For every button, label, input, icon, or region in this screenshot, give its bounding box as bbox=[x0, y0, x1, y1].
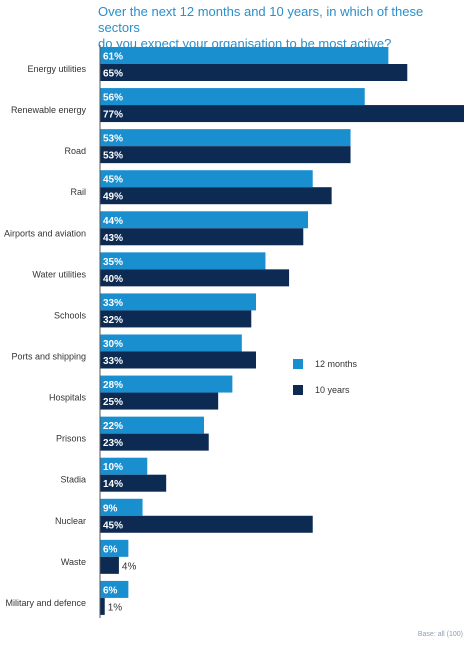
bar-renewable-energy-10-years bbox=[100, 105, 464, 123]
bar-airports-and-aviation-12-months bbox=[100, 211, 308, 229]
bar-rail-10-years bbox=[100, 187, 332, 205]
bar-waste-10-years bbox=[100, 556, 119, 574]
bar-value-label-renewable-energy-12-months: 56% bbox=[103, 93, 123, 104]
bar-road-12-months bbox=[100, 129, 351, 147]
bar-value-label-military-and-defence-10-years: 1% bbox=[108, 602, 123, 613]
bar-prisons-10-years bbox=[100, 433, 209, 451]
bar-value-label-nuclear-12-months: 9% bbox=[103, 503, 118, 514]
category-label-airports-and-aviation: Airports and aviation bbox=[4, 228, 86, 238]
bar-value-label-schools-12-months: 33% bbox=[103, 298, 123, 309]
bar-water-utilities-10-years bbox=[100, 269, 290, 287]
category-label-military-and-defence: Military and defence bbox=[5, 598, 86, 608]
bar-value-label-prisons-12-months: 22% bbox=[103, 421, 123, 432]
legend-swatch-12-months bbox=[293, 359, 303, 369]
bar-nuclear-12-months bbox=[100, 498, 143, 516]
bar-renewable-energy-12-months bbox=[100, 88, 365, 106]
bar-military-and-defence-12-months bbox=[100, 580, 129, 598]
bar-value-label-hospitals-10-years: 25% bbox=[103, 397, 123, 408]
category-label-hospitals: Hospitals bbox=[49, 393, 87, 403]
legend-label-12-months: 12 months bbox=[315, 359, 358, 369]
bar-value-label-nuclear-10-years: 45% bbox=[103, 520, 123, 531]
bar-energy-utilities-10-years bbox=[100, 64, 408, 81]
bar-value-label-ports-and-shipping-12-months: 30% bbox=[103, 339, 123, 350]
bar-value-label-schools-10-years: 32% bbox=[103, 315, 123, 326]
category-label-nuclear: Nuclear bbox=[55, 516, 86, 526]
bar-value-label-energy-utilities-10-years: 65% bbox=[103, 69, 123, 80]
bar-stadia-12-months bbox=[100, 457, 148, 475]
bar-value-label-waste-10-years: 4% bbox=[122, 561, 137, 572]
bar-value-label-renewable-energy-10-years: 77% bbox=[103, 110, 123, 121]
bar-value-label-prisons-10-years: 23% bbox=[103, 438, 123, 449]
category-label-stadia: Stadia bbox=[60, 475, 86, 485]
bar-value-label-military-and-defence-12-months: 6% bbox=[103, 585, 118, 596]
legend-item-12-months: 12 months bbox=[293, 357, 357, 371]
bar-value-label-airports-and-aviation-10-years: 43% bbox=[103, 233, 123, 244]
bar-rail-12-months bbox=[100, 170, 313, 188]
bar-value-label-water-utilities-10-years: 40% bbox=[103, 274, 123, 285]
category-label-prisons: Prisons bbox=[56, 434, 87, 444]
legend-item-10-years: 10 years bbox=[293, 383, 357, 397]
bar-ports-and-shipping-10-years bbox=[100, 351, 256, 369]
bar-prisons-12-months bbox=[100, 416, 204, 434]
bar-road-10-years bbox=[100, 146, 351, 164]
bar-value-label-rail-10-years: 49% bbox=[103, 192, 123, 203]
bar-energy-utilities-12-months bbox=[100, 47, 389, 64]
bar-value-label-road-10-years: 53% bbox=[103, 151, 123, 162]
category-label-energy-utilities: Energy utilities bbox=[27, 64, 86, 74]
bar-value-label-ports-and-shipping-10-years: 33% bbox=[103, 356, 123, 367]
bar-value-label-water-utilities-12-months: 35% bbox=[103, 257, 123, 268]
bar-hospitals-10-years bbox=[100, 392, 219, 410]
bar-value-label-stadia-12-months: 10% bbox=[103, 462, 123, 473]
category-label-water-utilities: Water utilities bbox=[32, 269, 86, 279]
bar-schools-10-years bbox=[100, 310, 252, 328]
bar-value-label-hospitals-12-months: 28% bbox=[103, 380, 123, 391]
bar-value-label-road-12-months: 53% bbox=[103, 134, 123, 145]
legend-label-10-years: 10 years bbox=[315, 385, 350, 395]
bar-value-label-rail-12-months: 45% bbox=[103, 175, 123, 186]
bar-military-and-defence-10-years bbox=[100, 597, 105, 615]
bar-nuclear-10-years bbox=[100, 515, 313, 533]
bar-airports-and-aviation-10-years bbox=[100, 228, 304, 246]
bar-ports-and-shipping-12-months bbox=[100, 334, 242, 352]
bar-schools-12-months bbox=[100, 293, 256, 311]
category-label-schools: Schools bbox=[54, 310, 87, 320]
bar-value-label-airports-and-aviation-12-months: 44% bbox=[103, 216, 123, 227]
bar-water-utilities-12-months bbox=[100, 252, 266, 270]
base-note: Base: all (100) bbox=[417, 631, 463, 638]
legend-swatch-10-years bbox=[293, 385, 303, 395]
category-label-ports-and-shipping: Ports and shipping bbox=[11, 351, 86, 361]
category-label-waste: Waste bbox=[61, 557, 86, 567]
category-label-road: Road bbox=[64, 146, 86, 156]
bar-waste-12-months bbox=[100, 539, 129, 557]
chart-title-line-1: Over the next 12 months and 10 years, in… bbox=[98, 4, 424, 35]
category-label-renewable-energy: Renewable energy bbox=[11, 105, 87, 115]
bar-value-label-waste-12-months: 6% bbox=[103, 544, 118, 555]
bar-value-label-energy-utilities-12-months: 61% bbox=[103, 52, 123, 63]
bar-value-label-stadia-10-years: 14% bbox=[103, 479, 123, 490]
bar-hospitals-12-months bbox=[100, 375, 233, 393]
category-label-rail: Rail bbox=[70, 187, 86, 197]
legend: 12 months 10 years bbox=[293, 357, 357, 409]
bar-stadia-10-years bbox=[100, 474, 167, 492]
